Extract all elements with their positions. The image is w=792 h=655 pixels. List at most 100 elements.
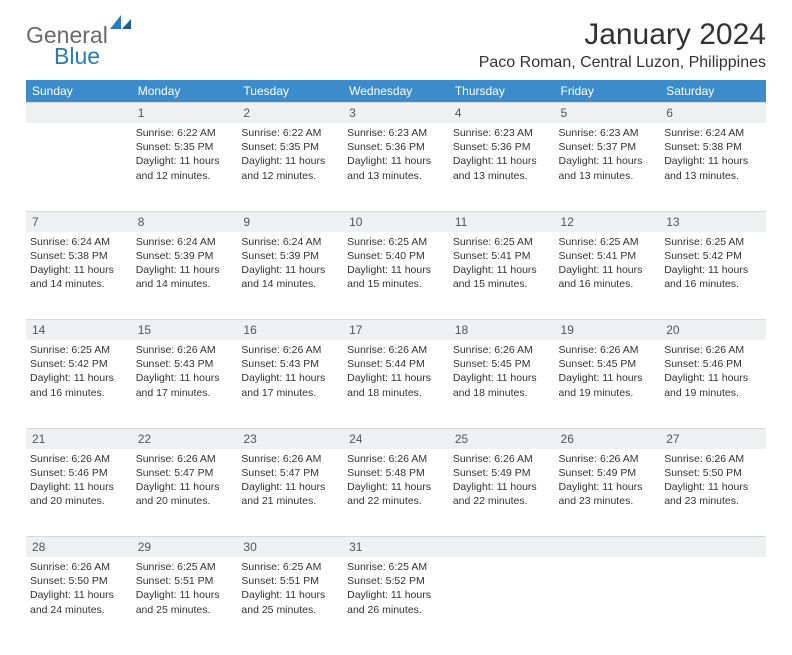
day-cell: Sunrise: 6:26 AMSunset: 5:43 PMDaylight:… <box>132 340 238 428</box>
sunrise-text: Sunrise: 6:25 AM <box>559 235 657 249</box>
calendar-body: 123456Sunrise: 6:22 AMSunset: 5:35 PMDay… <box>26 103 766 646</box>
daylight-text: Daylight: 11 hours and 17 minutes. <box>136 371 234 399</box>
sunrise-text: Sunrise: 6:26 AM <box>241 452 339 466</box>
day-cell-body: Sunrise: 6:24 AMSunset: 5:39 PMDaylight:… <box>136 232 234 292</box>
sunset-text: Sunset: 5:50 PM <box>30 574 128 588</box>
day-number: 31 <box>343 537 449 558</box>
day-cell: Sunrise: 6:26 AMSunset: 5:50 PMDaylight:… <box>26 557 132 645</box>
daynum-row: 123456 <box>26 103 766 124</box>
day-cell-body: Sunrise: 6:22 AMSunset: 5:35 PMDaylight:… <box>136 123 234 183</box>
day-number: 29 <box>132 537 238 558</box>
day-cell-body: Sunrise: 6:23 AMSunset: 5:36 PMDaylight:… <box>453 123 551 183</box>
sunrise-text: Sunrise: 6:26 AM <box>30 560 128 574</box>
day-cell: Sunrise: 6:26 AMSunset: 5:45 PMDaylight:… <box>555 340 661 428</box>
sunrise-text: Sunrise: 6:25 AM <box>30 343 128 357</box>
daylight-text: Daylight: 11 hours and 22 minutes. <box>347 480 445 508</box>
sunset-text: Sunset: 5:51 PM <box>136 574 234 588</box>
daylight-text: Daylight: 11 hours and 13 minutes. <box>559 154 657 182</box>
daylight-text: Daylight: 11 hours and 12 minutes. <box>136 154 234 182</box>
daynum-row: 14151617181920 <box>26 320 766 341</box>
daylight-text: Daylight: 11 hours and 18 minutes. <box>453 371 551 399</box>
day-cell: Sunrise: 6:24 AMSunset: 5:38 PMDaylight:… <box>660 123 766 211</box>
sunrise-text: Sunrise: 6:24 AM <box>664 126 762 140</box>
day-cell-body: Sunrise: 6:26 AMSunset: 5:45 PMDaylight:… <box>559 340 657 400</box>
daylight-text: Daylight: 11 hours and 22 minutes. <box>453 480 551 508</box>
sunset-text: Sunset: 5:47 PM <box>241 466 339 480</box>
day-cell <box>660 557 766 645</box>
day-cell-body: Sunrise: 6:26 AMSunset: 5:43 PMDaylight:… <box>241 340 339 400</box>
daylight-text: Daylight: 11 hours and 13 minutes. <box>453 154 551 182</box>
day-number: 28 <box>26 537 132 558</box>
sunset-text: Sunset: 5:42 PM <box>664 249 762 263</box>
sunrise-text: Sunrise: 6:26 AM <box>664 452 762 466</box>
day-number: 2 <box>237 103 343 124</box>
day-cell: Sunrise: 6:25 AMSunset: 5:51 PMDaylight:… <box>132 557 238 645</box>
sunset-text: Sunset: 5:36 PM <box>453 140 551 154</box>
day-cell <box>555 557 661 645</box>
daylight-text: Daylight: 11 hours and 26 minutes. <box>347 588 445 616</box>
day-number: 16 <box>237 320 343 341</box>
day-number: 20 <box>660 320 766 341</box>
day-number: 12 <box>555 211 661 232</box>
sunrise-text: Sunrise: 6:23 AM <box>559 126 657 140</box>
day-number: 11 <box>449 211 555 232</box>
week-row: Sunrise: 6:22 AMSunset: 5:35 PMDaylight:… <box>26 123 766 211</box>
day-cell-body <box>559 557 657 560</box>
day-number: 1 <box>132 103 238 124</box>
day-cell-body: Sunrise: 6:25 AMSunset: 5:41 PMDaylight:… <box>453 232 551 292</box>
sunset-text: Sunset: 5:49 PM <box>559 466 657 480</box>
sunset-text: Sunset: 5:51 PM <box>241 574 339 588</box>
sunrise-text: Sunrise: 6:26 AM <box>453 452 551 466</box>
day-number: 25 <box>449 428 555 449</box>
day-header-row: Sunday Monday Tuesday Wednesday Thursday… <box>26 80 766 103</box>
sunrise-text: Sunrise: 6:24 AM <box>30 235 128 249</box>
sunset-text: Sunset: 5:52 PM <box>347 574 445 588</box>
daylight-text: Daylight: 11 hours and 13 minutes. <box>347 154 445 182</box>
sunrise-text: Sunrise: 6:26 AM <box>559 452 657 466</box>
day-number: 5 <box>555 103 661 124</box>
day-cell-body: Sunrise: 6:24 AMSunset: 5:38 PMDaylight:… <box>30 232 128 292</box>
sunset-text: Sunset: 5:44 PM <box>347 357 445 371</box>
sunset-text: Sunset: 5:40 PM <box>347 249 445 263</box>
day-header: Saturday <box>660 80 766 103</box>
day-cell-body: Sunrise: 6:24 AMSunset: 5:38 PMDaylight:… <box>664 123 762 183</box>
sunrise-text: Sunrise: 6:26 AM <box>136 343 234 357</box>
day-cell-body: Sunrise: 6:26 AMSunset: 5:50 PMDaylight:… <box>664 449 762 509</box>
day-cell: Sunrise: 6:26 AMSunset: 5:47 PMDaylight:… <box>237 449 343 537</box>
sunset-text: Sunset: 5:37 PM <box>559 140 657 154</box>
daylight-text: Daylight: 11 hours and 14 minutes. <box>30 263 128 291</box>
day-cell-body: Sunrise: 6:25 AMSunset: 5:40 PMDaylight:… <box>347 232 445 292</box>
daylight-text: Daylight: 11 hours and 15 minutes. <box>453 263 551 291</box>
sunrise-text: Sunrise: 6:26 AM <box>347 452 445 466</box>
daylight-text: Daylight: 11 hours and 21 minutes. <box>241 480 339 508</box>
day-header: Sunday <box>26 80 132 103</box>
sunset-text: Sunset: 5:43 PM <box>136 357 234 371</box>
day-number: 7 <box>26 211 132 232</box>
day-cell-body: Sunrise: 6:26 AMSunset: 5:47 PMDaylight:… <box>241 449 339 509</box>
day-number: 26 <box>555 428 661 449</box>
sunrise-text: Sunrise: 6:25 AM <box>136 560 234 574</box>
day-cell: Sunrise: 6:23 AMSunset: 5:36 PMDaylight:… <box>343 123 449 211</box>
logo-sail-icon <box>110 14 132 35</box>
day-cell-body: Sunrise: 6:26 AMSunset: 5:44 PMDaylight:… <box>347 340 445 400</box>
day-cell: Sunrise: 6:26 AMSunset: 5:45 PMDaylight:… <box>449 340 555 428</box>
daylight-text: Daylight: 11 hours and 23 minutes. <box>664 480 762 508</box>
sunset-text: Sunset: 5:35 PM <box>241 140 339 154</box>
sunrise-text: Sunrise: 6:23 AM <box>453 126 551 140</box>
daylight-text: Daylight: 11 hours and 16 minutes. <box>559 263 657 291</box>
day-number: 24 <box>343 428 449 449</box>
day-cell <box>26 123 132 211</box>
sunset-text: Sunset: 5:45 PM <box>559 357 657 371</box>
day-number: 13 <box>660 211 766 232</box>
week-row: Sunrise: 6:26 AMSunset: 5:46 PMDaylight:… <box>26 449 766 537</box>
sunset-text: Sunset: 5:35 PM <box>136 140 234 154</box>
day-number: 23 <box>237 428 343 449</box>
day-header: Thursday <box>449 80 555 103</box>
day-cell-body: Sunrise: 6:26 AMSunset: 5:43 PMDaylight:… <box>136 340 234 400</box>
day-cell-body: Sunrise: 6:26 AMSunset: 5:47 PMDaylight:… <box>136 449 234 509</box>
day-cell-body: Sunrise: 6:25 AMSunset: 5:42 PMDaylight:… <box>30 340 128 400</box>
daylight-text: Daylight: 11 hours and 20 minutes. <box>136 480 234 508</box>
day-number: 30 <box>237 537 343 558</box>
day-cell: Sunrise: 6:25 AMSunset: 5:40 PMDaylight:… <box>343 232 449 320</box>
daylight-text: Daylight: 11 hours and 19 minutes. <box>664 371 762 399</box>
